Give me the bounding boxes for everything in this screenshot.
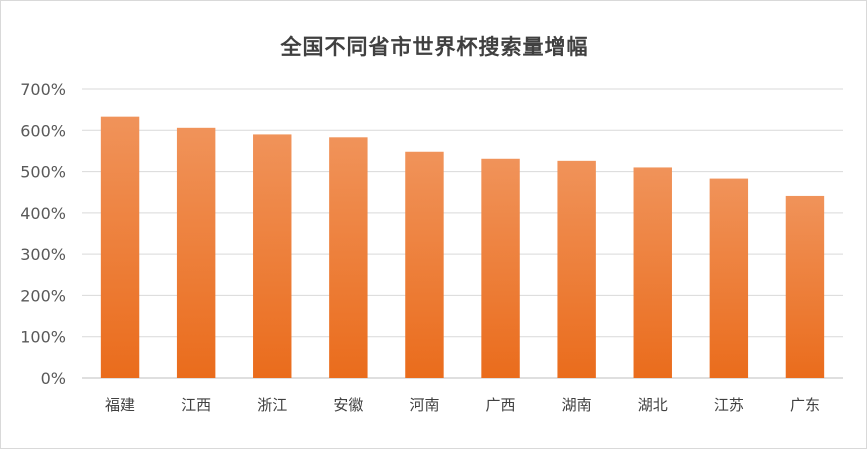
bar-广东 bbox=[785, 195, 825, 378]
y-tick-label: 0% bbox=[41, 369, 66, 388]
y-tick-label: 500% bbox=[20, 163, 66, 182]
bar-浙江 bbox=[253, 134, 292, 378]
y-tick-label: 600% bbox=[20, 121, 66, 140]
bar-湖南 bbox=[557, 160, 596, 378]
bar-福建 bbox=[100, 116, 140, 378]
y-tick-label: 300% bbox=[20, 245, 66, 264]
bar-湖北 bbox=[633, 167, 672, 378]
x-tick-label: 江西 bbox=[181, 396, 211, 414]
bars bbox=[100, 116, 825, 379]
y-tick-label: 200% bbox=[20, 286, 66, 305]
x-tick-label: 湖北 bbox=[638, 396, 668, 414]
bar-河南 bbox=[405, 151, 444, 378]
chart-title: 全国不同省市世界杯搜索量增幅 bbox=[280, 35, 589, 59]
x-tick-label: 安徽 bbox=[333, 396, 363, 414]
x-tick-label: 广东 bbox=[790, 396, 820, 414]
bar-江西 bbox=[176, 127, 216, 379]
bar-安徽 bbox=[329, 137, 368, 378]
y-tick-label: 700% bbox=[20, 80, 66, 99]
bar-江苏 bbox=[709, 178, 749, 378]
x-tick-label: 浙江 bbox=[257, 396, 287, 414]
x-tick-label: 广西 bbox=[486, 396, 516, 414]
y-tick-label: 100% bbox=[20, 328, 66, 347]
x-axis-ticks: 福建 江西 浙江 安徽 河南 广西 湖南 湖北 江苏 广东 bbox=[105, 396, 820, 414]
y-axis-ticks: 0% 100% 200% 300% 400% 500% 600% 700% bbox=[20, 80, 66, 388]
x-tick-label: 河南 bbox=[409, 396, 439, 414]
bar-广西 bbox=[481, 158, 520, 378]
x-tick-label: 湖南 bbox=[562, 396, 592, 414]
x-tick-label: 福建 bbox=[105, 396, 135, 414]
x-tick-label: 江苏 bbox=[714, 396, 744, 414]
y-tick-label: 400% bbox=[20, 204, 66, 223]
